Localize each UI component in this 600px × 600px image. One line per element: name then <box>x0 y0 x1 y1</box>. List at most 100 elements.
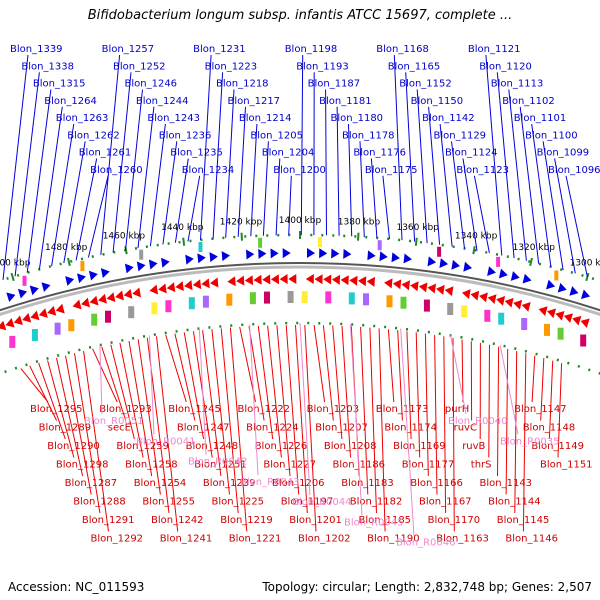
feature-box-inner <box>188 297 195 310</box>
scale-tick-mark <box>67 257 71 267</box>
reverse-gene <box>358 276 367 287</box>
gene-label: Blon_1146 <box>505 534 558 545</box>
leader-line <box>341 325 351 458</box>
forward-gene <box>367 250 376 261</box>
forward-gene <box>498 268 508 279</box>
gene-arrow-shape <box>319 248 328 259</box>
gene-arrow-shape <box>410 281 419 292</box>
gene-arrow-shape <box>22 312 32 323</box>
leader-line <box>557 363 563 458</box>
scale-tick-label: 1460 kbp <box>103 231 146 241</box>
feature-box-outer <box>377 240 382 251</box>
gene-arrow-shape <box>314 274 323 285</box>
leader-line <box>119 342 144 458</box>
forward-gene <box>258 248 267 259</box>
gene-label: Blon_1226 <box>255 441 308 452</box>
gene-arrow-shape <box>246 249 255 260</box>
leader-line <box>202 330 222 477</box>
reverse-gene <box>513 299 523 310</box>
feature-box-inner <box>580 334 587 347</box>
reverse-gene <box>340 275 349 286</box>
reverse-gene <box>244 275 254 286</box>
leader-line <box>87 175 109 258</box>
leader-line <box>397 330 403 421</box>
gene-label: Blon_1243 <box>147 113 200 124</box>
gene-label: Blon_1221 <box>229 534 282 545</box>
leader-line <box>250 123 258 237</box>
scale-tick-mark <box>182 237 186 246</box>
gene-label: thrS <box>471 460 492 471</box>
feature-box-outer <box>496 256 501 267</box>
gene-arrow-shape <box>244 275 254 286</box>
gene-label: Blon_1168 <box>376 44 429 55</box>
gene-label: Blon_1258 <box>125 460 178 471</box>
gene-arrow-shape <box>391 252 400 263</box>
gene-arrow-shape <box>510 271 520 281</box>
leader-line <box>548 360 554 440</box>
leader-line <box>288 175 292 236</box>
leader-line <box>462 158 478 251</box>
reverse-gene <box>106 292 116 303</box>
reverse-gene <box>158 283 167 294</box>
forward-gene <box>41 282 51 292</box>
gene-arrow-shape <box>403 253 412 264</box>
gene-arrow-shape <box>227 276 236 287</box>
gene-label: Blon_1293 <box>99 404 152 415</box>
gene-arrow-shape <box>323 274 332 285</box>
reverse-gene <box>30 310 40 321</box>
gene-arrow-shape <box>132 287 141 298</box>
reverse-gene <box>288 273 297 284</box>
gene-arrow-shape <box>98 293 107 304</box>
forward-gene <box>463 261 473 272</box>
leader-line <box>499 345 519 435</box>
scale-tick-label: 1340 kbp <box>455 231 498 241</box>
gene-arrow-shape <box>270 248 279 259</box>
reverse-gene <box>262 274 271 285</box>
leader-line <box>257 325 274 440</box>
gene-arrow-shape <box>115 290 124 301</box>
feature-box-inner <box>400 296 407 309</box>
gene-arrow-shape <box>427 283 437 294</box>
leader-line <box>248 326 265 421</box>
feature-box-inner <box>325 291 332 304</box>
feature-box-inner <box>544 323 550 336</box>
reverse-gene <box>184 280 193 291</box>
gene-label: Blon_1227 <box>263 460 316 471</box>
reverse-gene <box>253 274 262 285</box>
leader-line <box>110 344 135 440</box>
feature-box-inner <box>264 291 270 304</box>
gene-arrow-shape <box>470 290 480 301</box>
leader-line <box>322 325 334 421</box>
gene-label: Blon_1202 <box>298 534 351 545</box>
feature-box-inner <box>498 312 505 325</box>
scale-tick-label: 1440 kbp <box>161 223 204 233</box>
gene-label: Blon_1120 <box>479 61 532 72</box>
gene-arrow-shape <box>343 248 352 259</box>
reverse-gene <box>89 295 99 306</box>
gene-arrow-shape <box>124 263 134 274</box>
feature-box-inner <box>68 319 75 332</box>
gene-label: purH <box>445 404 469 415</box>
gene-arrow-shape <box>47 305 57 316</box>
reverse-gene <box>270 274 280 285</box>
leader-line <box>452 337 455 532</box>
gene-arrow-shape <box>358 276 367 287</box>
gene-label: Blon_1100 <box>525 130 578 141</box>
leader-line <box>237 106 246 237</box>
gene-label: Blon_1287 <box>65 478 118 489</box>
gene-arrow-shape <box>546 279 556 290</box>
gene-arrow-shape <box>451 259 461 270</box>
gene-arrow-shape <box>175 281 184 292</box>
leader-line <box>405 72 416 242</box>
gene-label: Blon_1225 <box>212 497 265 508</box>
forward-gene <box>197 253 206 264</box>
gene-arrow-shape <box>463 261 473 272</box>
map-title: Bifidobacterium longum subsp. infantis A… <box>87 8 513 23</box>
gene-label: Blon_1231 <box>193 44 246 55</box>
gene-label: Blon_1255 <box>142 497 195 508</box>
leader-line <box>26 89 52 273</box>
gene-label: Blon_1219 <box>220 515 273 526</box>
reverse-gene <box>538 306 548 316</box>
leader-line <box>360 326 369 495</box>
feature-box-outer <box>437 246 442 257</box>
